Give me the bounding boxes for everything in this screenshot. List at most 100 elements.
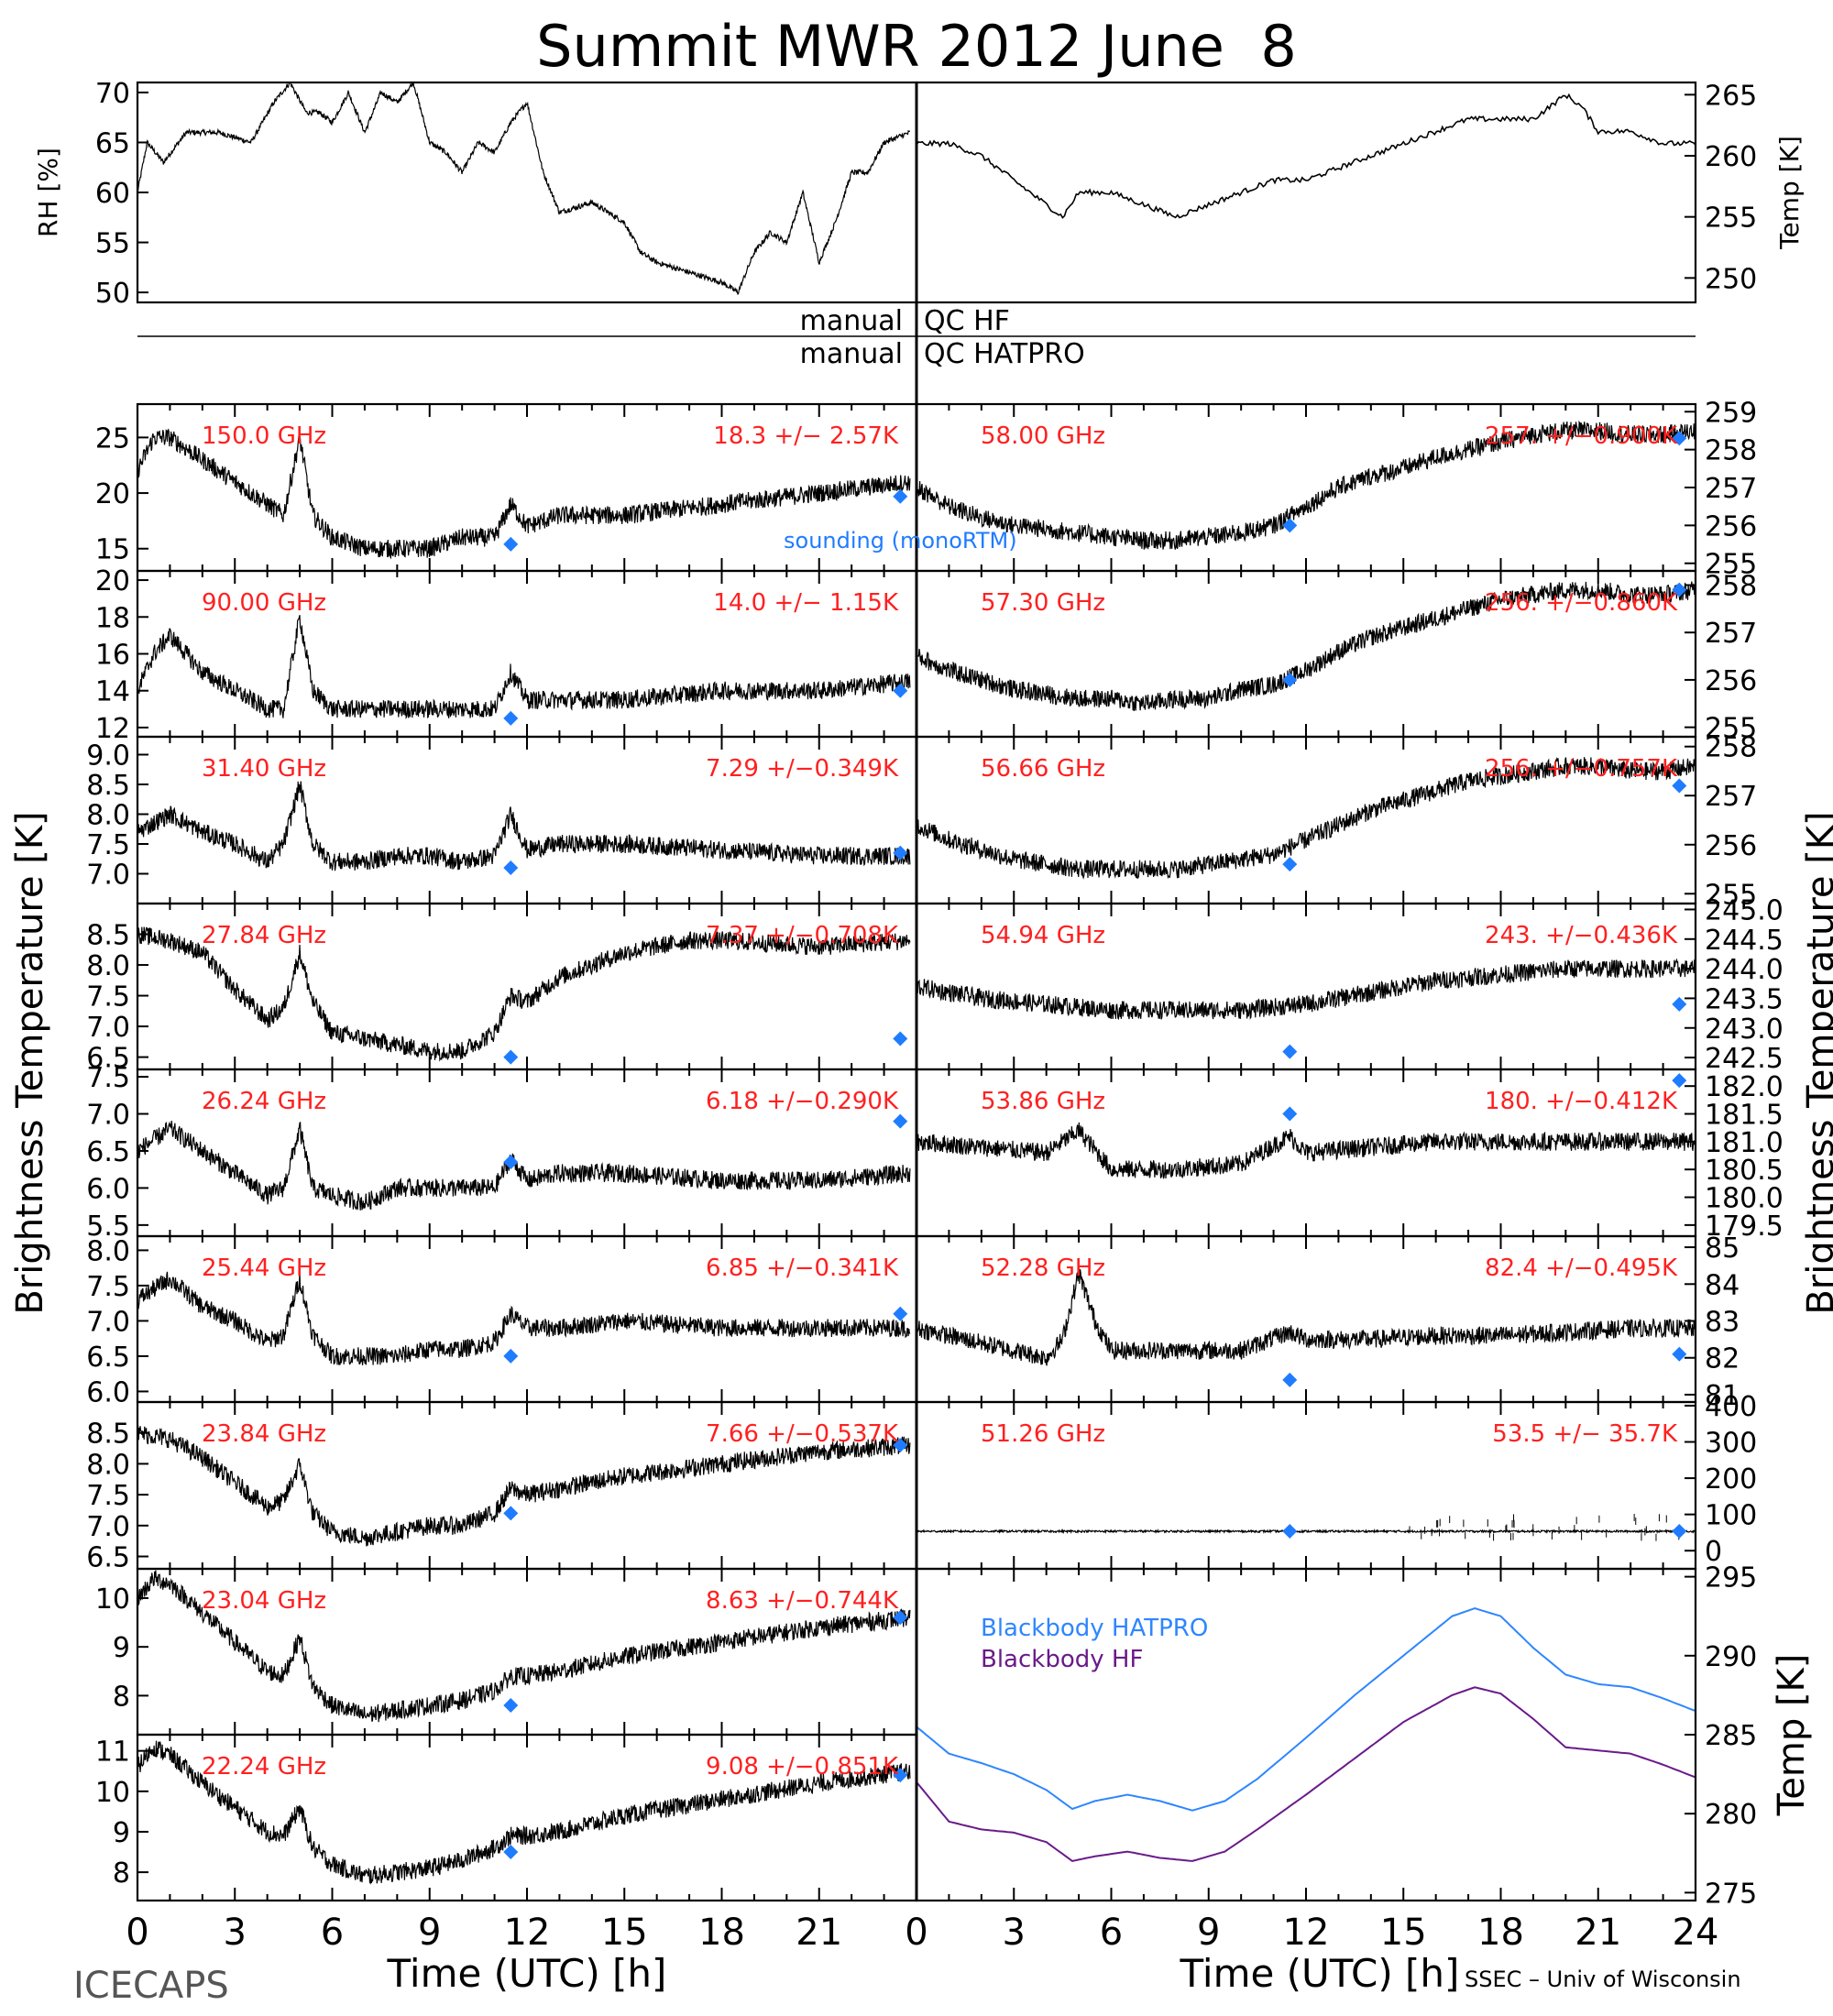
x-tick-label: 24: [1673, 1912, 1719, 1954]
y-tick-label: 255: [1705, 713, 1757, 745]
trace-hf90: [137, 615, 911, 719]
y-tick-label: 244.5: [1705, 925, 1784, 957]
y-tick-label: 280: [1705, 1799, 1757, 1831]
y-tick-label: 181.5: [1705, 1100, 1784, 1132]
y-tick-label: 7.0: [86, 1100, 130, 1132]
trace-hf27: [137, 926, 911, 1062]
y-tick-label: 255: [1705, 879, 1757, 911]
y-tick-label: 60: [95, 178, 130, 210]
trace-v573: [916, 581, 1696, 711]
y-tick-label: 6.5: [86, 1136, 130, 1168]
sounding-marker: [503, 1049, 519, 1065]
y-tick-label: 182.0: [1705, 1071, 1784, 1103]
sounding-marker: [1672, 996, 1687, 1012]
trace-hf222: [137, 1740, 911, 1885]
left-ylabel: Brightness Temperature [K]: [9, 811, 51, 1314]
series-line-hf25: [137, 1271, 911, 1365]
x-tick-label: 3: [224, 1912, 247, 1954]
stats-label: 53.5 +/− 35.7K: [1492, 1420, 1678, 1448]
trace-v5228: [916, 1268, 1696, 1366]
x-tick-label: 12: [504, 1912, 551, 1954]
y-tick-label: 200: [1705, 1463, 1757, 1496]
panel-hf150: 15 20 25 150.0 GHz 18.3 +/− 2.57K: [95, 402, 918, 573]
y-tick-label: 85: [1705, 1233, 1740, 1265]
panel-hf26: 5.5 6.0 6.5 7.0 7.5 26.24 GHz 6.18 +/−0.290K: [86, 1062, 918, 1243]
sounding-marker: [1282, 857, 1298, 872]
y-tick-label: 10: [95, 1777, 130, 1809]
y-tick-label: 255: [1705, 549, 1757, 581]
trace-blackbody: [916, 1607, 1696, 1862]
y-tick-label: 8.0: [86, 1449, 130, 1481]
x-tick-label: 0: [905, 1912, 927, 1954]
y-tick-label: 244.0: [1705, 954, 1784, 986]
y-tick-label: 65: [95, 127, 130, 159]
y-tick-label: 180.5: [1705, 1155, 1784, 1187]
sounding-marker: [503, 710, 519, 726]
x-tick-label: 12: [1283, 1912, 1330, 1954]
series-line-hf26: [137, 1121, 911, 1211]
footer-icecaps: ICECAPS: [73, 1965, 229, 2007]
y-tick-label: 181.0: [1705, 1127, 1784, 1159]
sounding-marker: [503, 536, 519, 552]
y-tick-label: 275: [1705, 1878, 1757, 1910]
y-tick-label: 243.5: [1705, 983, 1784, 1015]
frequency-label: 25.44 GHz: [202, 1255, 326, 1282]
stats-label: 7.66 +/−0.537K: [706, 1420, 899, 1448]
y-tick-label: 81: [1705, 1380, 1740, 1412]
series-line-rh: [137, 82, 911, 296]
x-tick-label: 0: [126, 1912, 148, 1954]
qc-hf-manual: manual: [800, 305, 903, 337]
footer-ssec: SSEC – Univ of Wisconsin: [1465, 1967, 1741, 1992]
y-tick-label: 258: [1705, 732, 1757, 764]
trace-rh: [137, 82, 911, 296]
frequency-label: 56.66 GHz: [981, 755, 1105, 783]
series-line-hf150: [137, 428, 911, 560]
y-tick-label: 8.0: [86, 800, 130, 832]
y-tick-label: 8: [113, 1857, 130, 1890]
y-tick-label: 256: [1705, 830, 1757, 862]
y-tick-label: 8.0: [86, 950, 130, 982]
y-tick-label: 179.5: [1705, 1211, 1784, 1243]
y-tick-label: 7.0: [86, 1511, 130, 1543]
right-ylabel: Brightness Temperature [K]: [1800, 811, 1833, 1314]
stats-label: 256. +/−0.860K: [1485, 589, 1678, 617]
y-tick-label: 8.5: [86, 1419, 130, 1451]
sounding-marker: [1282, 1524, 1298, 1539]
sounding-marker: [503, 1845, 519, 1860]
panel-hf222: 8 9 10 11 22.24 GHz 9.08 +/−0.851K: [95, 1733, 918, 1902]
y-tick-label: 7.0: [86, 1306, 130, 1338]
y-tick-label: 300: [1705, 1428, 1757, 1460]
sounding-marker: [1672, 778, 1687, 794]
series-line-v5126: [916, 1528, 1696, 1535]
y-tick-label: 8.5: [86, 920, 130, 952]
trace-hf25: [137, 1271, 911, 1365]
sounding-marker: [1672, 582, 1687, 597]
frequency-label: 22.24 GHz: [202, 1753, 326, 1780]
stats-label: 243. +/−0.436K: [1485, 922, 1678, 949]
frequency-label: 90.00 GHz: [202, 589, 326, 617]
series-line-v5228: [916, 1268, 1696, 1366]
x-tick-label: 21: [796, 1912, 842, 1954]
x-tick-label: 21: [1575, 1912, 1621, 1954]
stats-label: 8.63 +/−0.744K: [706, 1587, 899, 1615]
sounding-marker: [893, 1768, 908, 1783]
frequency-label: 51.26 GHz: [981, 1420, 1105, 1448]
y-tick-label: 295: [1705, 1562, 1757, 1594]
sounding-marker: [1672, 1346, 1687, 1362]
series-line-v5386: [916, 1122, 1696, 1179]
stats-label: 9.08 +/−0.851K: [706, 1753, 899, 1780]
panel-hf31: 7.07.58.08.59.0 31.40 GHz 7.29 +/−0.349K: [86, 735, 918, 905]
y-tick-label: 12: [95, 713, 130, 745]
sounding-marker: [503, 1506, 519, 1521]
stats-label: 257. +/−0.900K: [1485, 422, 1678, 450]
x-tick-label: 6: [1100, 1912, 1123, 1954]
sounding-marker: [893, 1438, 908, 1453]
sounding-label: sounding (monoRTM): [784, 528, 1017, 553]
y-tick-label: 258: [1705, 571, 1757, 603]
y-tick-label: 6.5: [86, 1342, 130, 1374]
trace-temp: [916, 93, 1696, 219]
sounding-marker: [893, 1113, 908, 1129]
stats-label: 18.3 +/− 2.57K: [713, 422, 899, 450]
y-tick-label: 9.0: [86, 740, 130, 772]
